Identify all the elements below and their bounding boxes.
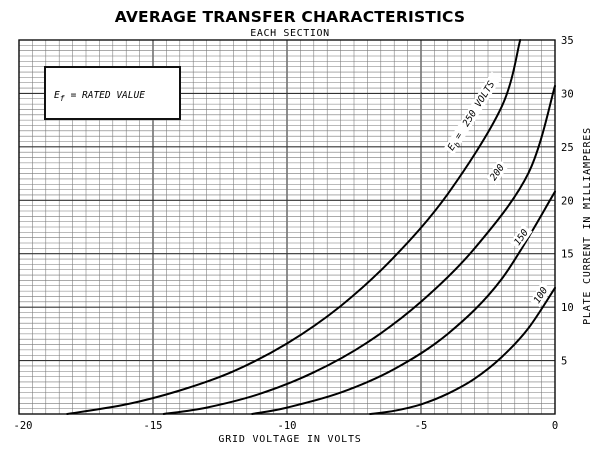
chart-subtitle: EACH SECTION xyxy=(250,28,329,39)
y-tick-label: 10 xyxy=(561,302,574,314)
x-tick-label: -15 xyxy=(144,420,163,432)
curve-label-backing xyxy=(486,159,509,185)
curve-label-250: 250 VOLTS xyxy=(458,71,502,131)
x-tick-label: -20 xyxy=(14,420,33,432)
y-axis-label: PLATE CURRENT IN MILLIAMPERES xyxy=(582,127,593,325)
rated-value-note: Ef = RATED VALUE xyxy=(44,66,181,120)
note-symbol: E xyxy=(54,90,60,101)
x-tick-label: -5 xyxy=(415,420,428,432)
curve-label-eb-text: Eb= xyxy=(446,131,467,154)
y-tick-label: 35 xyxy=(561,35,574,47)
curve-label-100: 100 xyxy=(529,282,552,308)
note-subscript: f xyxy=(60,94,65,103)
plot-frame xyxy=(18,39,556,415)
curve-100-volts xyxy=(369,286,556,415)
chart-title: AVERAGE TRANSFER CHARACTERISTICS xyxy=(115,8,466,26)
y-tick-label: 5 xyxy=(561,356,567,368)
x-tick-label: 0 xyxy=(552,420,558,432)
x-axis-label: GRID VOLTAGE IN VOLTS xyxy=(218,434,361,445)
curve-200-volts xyxy=(162,84,556,415)
curve-label-backing xyxy=(458,71,502,131)
x-tick-label: -10 xyxy=(278,420,297,432)
y-tick-label: 20 xyxy=(561,195,574,207)
y-tick-label: 15 xyxy=(561,249,574,261)
curve-label-eb: Eb= xyxy=(443,122,470,155)
plot-curves xyxy=(66,39,556,415)
curve-label-backing xyxy=(443,122,470,155)
note-box xyxy=(44,66,181,120)
note-text: Ef = RATED VALUE xyxy=(54,90,145,103)
axis-ticks: -20 -15 -10 -5 0 5 10 15 20 25 30 35 xyxy=(14,35,574,432)
curve-label-backing xyxy=(510,224,533,250)
y-tick-label: 25 xyxy=(561,142,574,154)
curve-150-volts xyxy=(251,190,556,415)
note-value: = RATED VALUE xyxy=(71,90,146,101)
y-tick-label: 30 xyxy=(561,88,574,100)
curve-label-200: 200 xyxy=(486,159,509,185)
curve-label-backing xyxy=(529,282,552,308)
curve-250-volts xyxy=(66,39,522,415)
